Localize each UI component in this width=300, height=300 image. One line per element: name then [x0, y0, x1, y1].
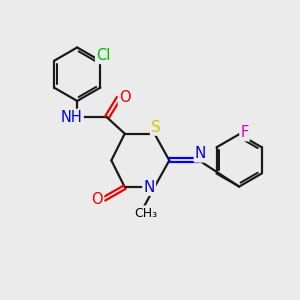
Text: CH₃: CH₃	[134, 206, 157, 220]
Text: S: S	[151, 120, 161, 135]
Text: O: O	[119, 91, 130, 106]
Text: NH: NH	[61, 110, 83, 125]
Text: Cl: Cl	[96, 48, 110, 63]
Text: F: F	[240, 125, 249, 140]
Text: O: O	[92, 191, 103, 206]
Text: N: N	[195, 146, 206, 161]
Text: N: N	[143, 180, 155, 195]
